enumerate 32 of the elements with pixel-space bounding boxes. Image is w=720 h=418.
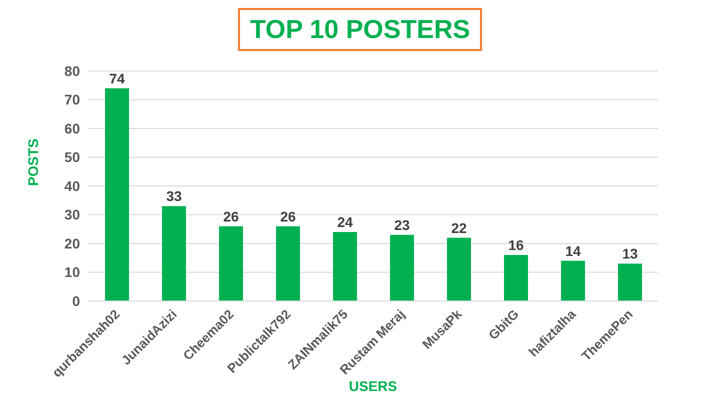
- chart-title: TOP 10 POSTERS: [238, 8, 482, 51]
- y-tick-label: 20: [64, 235, 80, 252]
- bar: [333, 232, 357, 301]
- bar: [447, 238, 471, 301]
- bar: [390, 234, 414, 301]
- data-label: 74: [109, 70, 125, 86]
- data-label: 33: [166, 188, 182, 204]
- y-axis-title: POSTS: [24, 138, 41, 186]
- data-label: 13: [622, 246, 638, 262]
- y-tick-label: 10: [64, 264, 80, 280]
- data-label: 23: [394, 216, 410, 233]
- data-label: 14: [565, 242, 581, 259]
- y-tick-label: 30: [64, 206, 80, 223]
- bar: [561, 260, 585, 301]
- bar: [105, 88, 129, 301]
- y-tick-label: 40: [64, 178, 80, 194]
- y-tick-label: 0: [72, 292, 80, 309]
- data-label: 24: [337, 214, 353, 230]
- y-tick-label: 70: [64, 92, 80, 108]
- x-axis-title: USERS: [348, 378, 398, 394]
- data-label: 16: [508, 237, 524, 253]
- bar: [504, 255, 528, 301]
- y-tick-label: 80: [64, 62, 80, 79]
- data-label: 26: [280, 208, 296, 224]
- bar: [276, 226, 300, 301]
- y-tick-label: 60: [64, 120, 80, 136]
- data-label: 22: [451, 220, 467, 236]
- y-tick-label: 50: [64, 149, 80, 166]
- bar: [219, 226, 243, 301]
- data-label: 26: [223, 208, 239, 224]
- bar: [618, 264, 642, 301]
- bar: [162, 206, 186, 301]
